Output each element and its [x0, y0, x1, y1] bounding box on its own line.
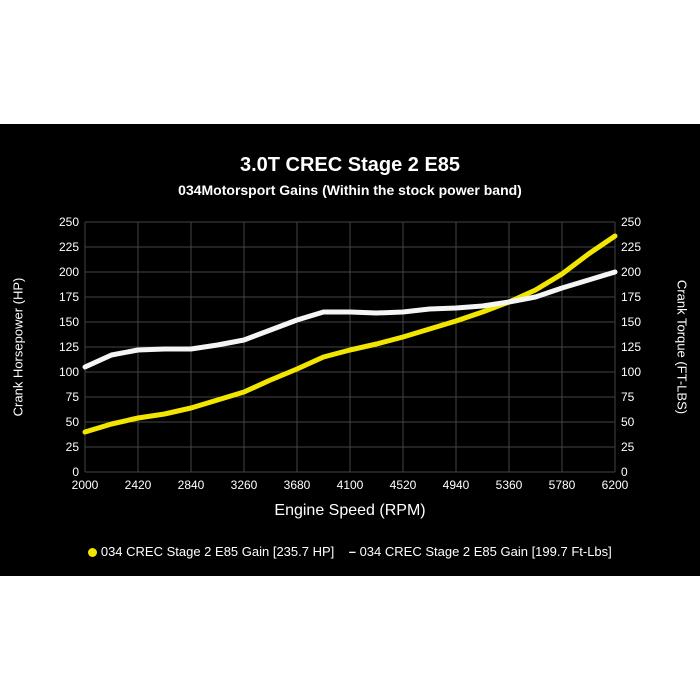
y-right-tick: 0: [621, 465, 628, 479]
x-tick: 5360: [489, 478, 529, 492]
x-tick: 2420: [118, 478, 158, 492]
y-right-tick: 50: [621, 415, 634, 429]
y-right-tick: 225: [621, 240, 641, 254]
legend-label-hp: 034 CREC Stage 2 E85 Gain [235.7 HP]: [101, 544, 334, 559]
y-right-tick: 150: [621, 315, 641, 329]
y-left-tick: 0: [72, 465, 79, 479]
legend-marker-hp: [88, 548, 97, 557]
x-tick: 3260: [224, 478, 264, 492]
legend-label-tq: 034 CREC Stage 2 E85 Gain [199.7 Ft-Lbs]: [360, 544, 612, 559]
y-right-tick: 250: [621, 215, 641, 229]
x-tick: 6200: [595, 478, 635, 492]
x-tick: 4100: [330, 478, 370, 492]
legend-marker-tq: –: [349, 544, 356, 559]
y-left-tick: 175: [59, 290, 79, 304]
x-tick: 4940: [436, 478, 476, 492]
x-tick: 2000: [65, 478, 105, 492]
y-left-tick: 25: [66, 440, 79, 454]
y-right-tick: 75: [621, 390, 634, 404]
y-right-tick: 125: [621, 340, 641, 354]
x-tick: 3680: [277, 478, 317, 492]
y-left-tick: 250: [59, 215, 79, 229]
y-left-tick: 225: [59, 240, 79, 254]
x-tick: 5780: [542, 478, 582, 492]
plot-area: [0, 124, 700, 524]
y-left-tick: 50: [66, 415, 79, 429]
x-tick: 2840: [171, 478, 211, 492]
y-left-tick: 125: [59, 340, 79, 354]
x-tick: 4520: [383, 478, 423, 492]
y-right-tick: 200: [621, 265, 641, 279]
y-right-tick: 175: [621, 290, 641, 304]
y-left-tick: 200: [59, 265, 79, 279]
chart-panel: 3.0T CREC Stage 2 E85 034Motorsport Gain…: [0, 124, 700, 576]
legend: 034 CREC Stage 2 E85 Gain [235.7 HP] – 0…: [0, 544, 700, 559]
page: { "chart": { "type": "line", "background…: [0, 0, 700, 700]
y-right-tick: 100: [621, 365, 641, 379]
y-left-tick: 100: [59, 365, 79, 379]
y-left-tick: 75: [66, 390, 79, 404]
y-left-tick: 150: [59, 315, 79, 329]
y-right-tick: 25: [621, 440, 634, 454]
